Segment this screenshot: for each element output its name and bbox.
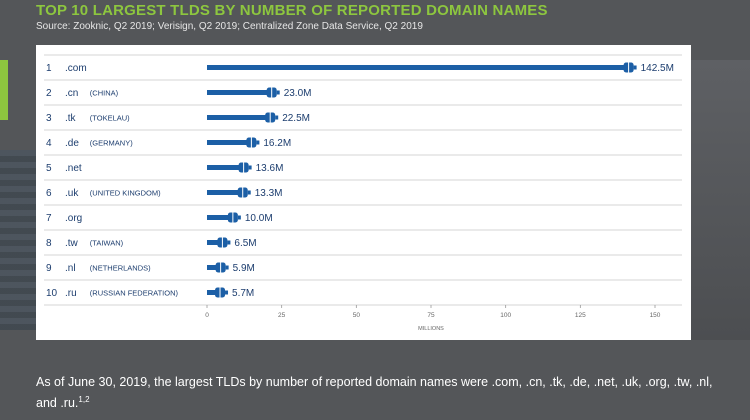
data-bar bbox=[207, 115, 275, 120]
tld-label: .ru bbox=[65, 288, 77, 299]
x-tick-label: 75 bbox=[427, 312, 435, 319]
tld-label: .tk bbox=[65, 113, 77, 124]
value-label: 13.6M bbox=[256, 163, 284, 174]
bar-end-tip bbox=[248, 165, 252, 170]
x-tick-label: 150 bbox=[650, 312, 661, 319]
value-label: 6.5M bbox=[234, 238, 256, 249]
tld-label: .tw bbox=[65, 238, 79, 249]
country-label: (NETHERLANDS) bbox=[90, 264, 151, 273]
value-label: 22.5M bbox=[282, 113, 310, 124]
x-axis-label: MILLIONS bbox=[418, 326, 444, 332]
value-label: 13.3M bbox=[255, 188, 283, 199]
accent-bar bbox=[0, 60, 8, 120]
decorative-side-panel bbox=[690, 60, 750, 340]
decorative-server-image bbox=[0, 150, 36, 330]
bar-end-tip bbox=[256, 140, 260, 145]
chart-panel: 1 .com 142.5M 2 .cn (CHINA) 23.0M 3 .tk (TOKELAU)… bbox=[36, 45, 691, 340]
data-bar bbox=[207, 65, 633, 70]
data-bar bbox=[207, 190, 247, 195]
rank-label: 1 bbox=[46, 63, 52, 74]
tld-label: .com bbox=[65, 63, 87, 74]
x-tick-label: 50 bbox=[353, 312, 361, 319]
country-label: (GERMANY) bbox=[90, 139, 133, 148]
value-label: 23.0M bbox=[284, 88, 312, 99]
rank-label: 8 bbox=[46, 238, 52, 249]
x-tick-label: 0 bbox=[205, 312, 209, 319]
rank-label: 7 bbox=[46, 213, 52, 224]
chart-title: TOP 10 LARGEST TLDS BY NUMBER OF REPORTE… bbox=[36, 2, 548, 19]
bar-end-tip bbox=[247, 190, 251, 195]
data-bar bbox=[207, 90, 276, 95]
country-label: (TOKELAU) bbox=[90, 114, 130, 123]
value-label: 5.7M bbox=[232, 288, 254, 299]
chart-caption: As of June 30, 2019, the largest TLDs by… bbox=[36, 373, 736, 412]
bar-chart: 1 .com 142.5M 2 .cn (CHINA) 23.0M 3 .tk (TOKELAU)… bbox=[44, 54, 682, 332]
country-label: (RUSSIAN FEDERATION) bbox=[90, 289, 179, 298]
bar-end-tip bbox=[225, 265, 229, 270]
data-bar bbox=[207, 215, 237, 220]
value-label: 142.5M bbox=[641, 63, 674, 74]
country-label: (CHINA) bbox=[90, 89, 119, 98]
data-bar bbox=[207, 140, 256, 145]
tld-label: .uk bbox=[65, 188, 79, 199]
tld-label: .de bbox=[65, 138, 79, 149]
x-tick-label: 100 bbox=[500, 312, 511, 319]
tld-label: .cn bbox=[65, 88, 78, 99]
value-label: 16.2M bbox=[263, 138, 291, 149]
caption-footnote: 1,2 bbox=[78, 395, 90, 404]
bar-end-tip bbox=[633, 65, 637, 70]
value-label: 10.0M bbox=[245, 213, 273, 224]
tld-label: .org bbox=[65, 213, 82, 224]
bar-end-tip bbox=[225, 290, 229, 295]
rank-label: 9 bbox=[46, 263, 52, 274]
rank-label: 3 bbox=[46, 113, 52, 124]
rank-label: 10 bbox=[46, 288, 58, 299]
x-tick-label: 25 bbox=[278, 312, 286, 319]
bar-end-tip bbox=[275, 115, 279, 120]
value-label: 5.9M bbox=[233, 263, 255, 274]
tld-label: .nl bbox=[65, 263, 76, 274]
data-bar bbox=[207, 240, 227, 245]
tld-label: .net bbox=[65, 163, 82, 174]
rank-label: 6 bbox=[46, 188, 52, 199]
chart-source: Source: Zooknic, Q2 2019; Verisign, Q2 2… bbox=[36, 21, 423, 32]
bar-end-tip bbox=[276, 90, 280, 95]
rank-label: 5 bbox=[46, 163, 52, 174]
data-bar bbox=[207, 165, 248, 170]
caption-text: As of June 30, 2019, the largest TLDs by… bbox=[36, 375, 713, 411]
rank-label: 2 bbox=[46, 88, 52, 99]
bar-end-tip bbox=[227, 240, 231, 245]
country-label: (UNITED KINGDOM) bbox=[90, 189, 161, 198]
country-label: (TAIWAN) bbox=[90, 239, 124, 248]
bar-end-tip bbox=[237, 215, 241, 220]
x-tick-label: 125 bbox=[575, 312, 586, 319]
rank-label: 4 bbox=[46, 138, 52, 149]
